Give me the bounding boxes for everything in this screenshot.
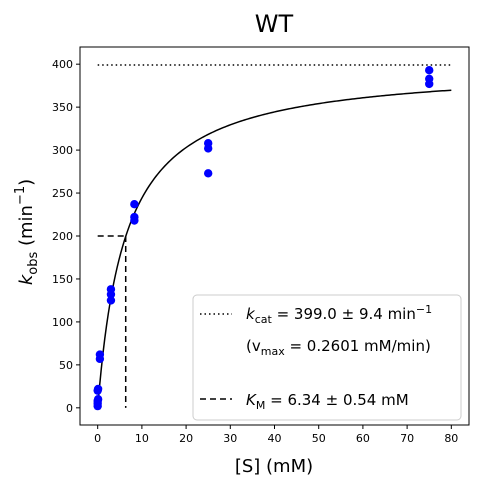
svg-text:kobs (min−1): kobs (min−1) — [13, 179, 41, 285]
plot-area: 0 10 20 30 40 50 60 70 80 0 50 100 150 200 250 300 350 40… — [52, 46, 470, 445]
y-tick-label: 250 — [52, 187, 73, 200]
data-point — [425, 74, 434, 83]
data-point — [95, 350, 105, 359]
y-axis-label-k: k — [16, 273, 37, 285]
x-tick-label: 0 — [94, 432, 101, 445]
y-tick-label: 200 — [52, 230, 73, 243]
data-point — [130, 212, 139, 222]
x-axis-label: [S] (mM) — [235, 456, 313, 477]
x-tick-label: 60 — [356, 432, 370, 445]
x-tick-label: 20 — [179, 432, 193, 445]
y-tick-label: 50 — [59, 359, 73, 372]
legend-box — [192, 294, 462, 421]
data-point — [203, 139, 213, 148]
data-point — [106, 296, 116, 305]
x-tick-label: 50 — [312, 432, 326, 445]
y-tick-label: 300 — [52, 144, 73, 157]
chart-title: WT — [255, 10, 294, 38]
x-tick-label: 80 — [444, 432, 458, 445]
data-point — [106, 285, 116, 294]
y-axis-label: kobs (min−1) — [13, 179, 41, 285]
data-point — [203, 169, 213, 178]
y-tick-label: 350 — [52, 101, 73, 114]
y-axis-label-sub: obs — [26, 252, 41, 275]
fit-curve — [96, 89, 452, 408]
legend-kcat-label: kcat = 399.0 ± 9.4 min−1 — [246, 303, 432, 326]
legend-vmax-label: (vmax = 0.2601 mM/min) — [246, 337, 431, 358]
y-tick-label: 150 — [52, 273, 73, 286]
legend: kcat = 399.0 ± 9.4 min−1 (vmax = 0.2601 … — [192, 294, 462, 421]
y-tick-label: 0 — [66, 402, 73, 415]
data-point — [130, 200, 139, 209]
data-point — [93, 384, 103, 394]
x-tick-label: 30 — [223, 432, 237, 445]
data-point — [93, 395, 103, 404]
x-tick-label: 10 — [135, 432, 149, 445]
y-axis-label-unit-close: ) — [16, 179, 37, 186]
y-tick-label: 400 — [52, 58, 73, 71]
y-tick-label: 100 — [52, 316, 73, 329]
legend-km-label: KM = 6.34 ± 0.54 mM — [246, 391, 409, 412]
y-axis-label-unit-sup: −1 — [13, 186, 28, 205]
y-axis-label-unit-open: (min — [16, 205, 37, 246]
data-point — [425, 65, 434, 75]
x-tick-label: 40 — [268, 432, 282, 445]
x-tick-label: 70 — [400, 432, 414, 445]
